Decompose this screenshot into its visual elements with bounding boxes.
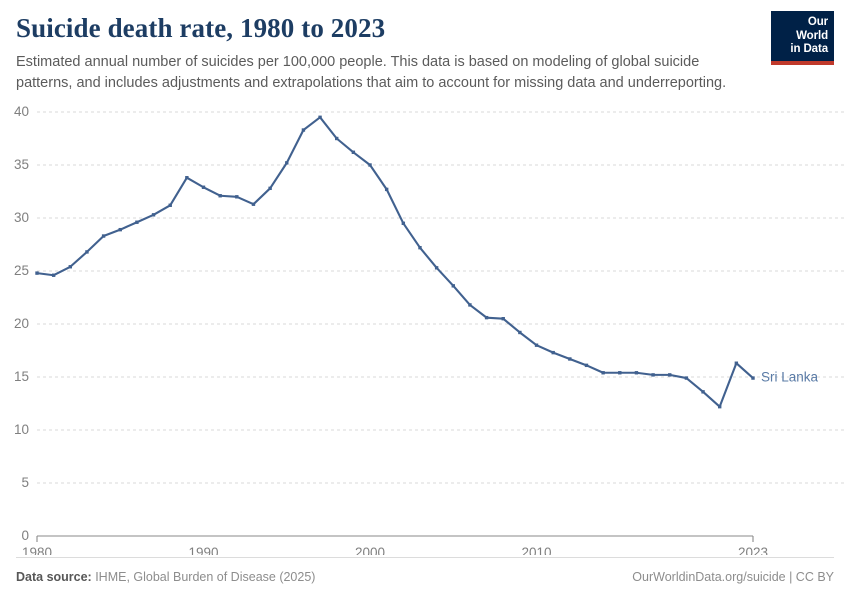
data-point-marker[interactable] [85, 250, 89, 254]
series-label-sri-lanka: Sri Lanka [761, 370, 819, 385]
data-point-marker[interactable] [484, 315, 489, 320]
data-point-marker[interactable] [151, 213, 156, 217]
y-axis-tick-label: 20 [14, 316, 29, 331]
chart-subtitle: Estimated annual number of suicides per … [16, 54, 727, 91]
attribution-link[interactable]: OurWorldinData.org/suicide | CC BY [632, 570, 834, 584]
y-axis-tick-label: 30 [14, 210, 29, 225]
data-point-marker[interactable] [618, 371, 622, 375]
x-axis [36, 535, 754, 542]
data-point-marker[interactable] [118, 227, 122, 232]
data-point-marker[interactable] [35, 271, 39, 275]
y-axis-tick-label: 40 [14, 104, 29, 119]
gridlines [37, 111, 846, 484]
data-point-marker[interactable] [568, 357, 572, 361]
y-axis-tick-label: 25 [14, 263, 29, 278]
data-point-marker[interactable] [434, 266, 439, 270]
data-point-marker[interactable] [268, 186, 272, 191]
data-point-marker[interactable] [551, 350, 555, 355]
data-point-marker[interactable] [684, 376, 689, 380]
data-point-marker[interactable] [384, 187, 389, 192]
data-point-marker[interactable] [418, 245, 422, 250]
data-point-marker[interactable] [318, 115, 322, 119]
chart-plot-area: 0 5 10 15 20 25 30 35 40 1980 1990 2000 2010 2023 Sr… [0, 95, 850, 555]
footer-divider [16, 557, 834, 558]
y-axis-tick-label: 10 [14, 422, 29, 437]
data-point-marker[interactable] [751, 376, 755, 380]
data-point-marker[interactable] [634, 371, 639, 375]
our-world-in-data-logo[interactable]: Our World in Data [771, 11, 834, 65]
y-axis-tick-label: 5 [21, 475, 29, 490]
data-source: Data source: IHME, Global Burden of Dise… [16, 570, 315, 584]
y-axis-tick-label: 35 [14, 157, 29, 172]
chart-footer: Data source: IHME, Global Burden of Dise… [16, 565, 834, 589]
logo-line-1: Our World [796, 16, 828, 42]
data-point-marker[interactable] [185, 176, 189, 180]
x-axis-tick-label: 1980 [22, 545, 52, 555]
data-point-marker[interactable] [401, 221, 406, 225]
x-axis-tick-label: 1990 [188, 545, 218, 555]
data-point-marker[interactable] [101, 234, 106, 238]
data-point-marker[interactable] [285, 161, 289, 165]
data-point-marker[interactable] [68, 265, 72, 269]
data-point-marker[interactable] [518, 330, 522, 335]
data-point-marker[interactable] [718, 404, 722, 409]
x-axis-tick-label: 2000 [355, 545, 385, 555]
data-point-marker[interactable] [701, 390, 705, 394]
data-point-marker[interactable] [135, 220, 139, 224]
data-point-marker[interactable] [468, 303, 472, 307]
chart-header: Suicide death rate, 1980 to 2023 Estimat… [16, 12, 834, 94]
y-axis-tick-label: 0 [21, 528, 29, 543]
data-point-marker[interactable] [451, 284, 455, 288]
data-point-marker[interactable] [335, 136, 339, 141]
data-point-marker[interactable] [668, 373, 672, 377]
x-axis-tick-label: 2023 [738, 545, 768, 555]
data-source-label: Data source: [16, 570, 92, 584]
x-axis-tick-labels: 1980 1990 2000 2010 2023 [22, 545, 768, 555]
series-end-label: Sri Lanka [761, 370, 819, 385]
data-point-marker[interactable] [201, 185, 206, 189]
x-axis-tick-label: 2010 [522, 545, 552, 555]
data-point-marker[interactable] [368, 163, 372, 167]
data-point-marker[interactable] [501, 317, 505, 321]
data-point-marker[interactable] [168, 203, 172, 207]
data-point-marker[interactable] [601, 371, 605, 375]
y-axis-tick-label: 15 [14, 369, 29, 384]
data-point-marker[interactable] [584, 363, 589, 368]
data-point-marker[interactable] [51, 273, 56, 277]
line-chart-svg: 0 5 10 15 20 25 30 35 40 1980 1990 2000 2010 2023 Sr… [14, 104, 846, 555]
y-axis-tick-labels: 0 5 10 15 20 25 30 35 40 [14, 104, 29, 543]
data-point-marker[interactable] [235, 195, 239, 199]
data-point-marker[interactable] [251, 202, 256, 206]
data-point-marker[interactable] [218, 194, 222, 198]
series-line[interactable] [35, 116, 755, 408]
data-point-marker[interactable] [534, 343, 539, 347]
data-source-value: IHME, Global Burden of Disease (2025) [91, 570, 316, 584]
logo-line-2: in Data [790, 43, 828, 56]
page-title: Suicide death rate, 1980 to 2023 [16, 13, 386, 43]
data-point-marker[interactable] [734, 361, 739, 365]
data-series[interactable] [35, 115, 755, 409]
data-point-marker[interactable] [351, 150, 356, 154]
data-point-marker[interactable] [651, 373, 655, 377]
data-point-marker[interactable] [301, 128, 306, 132]
